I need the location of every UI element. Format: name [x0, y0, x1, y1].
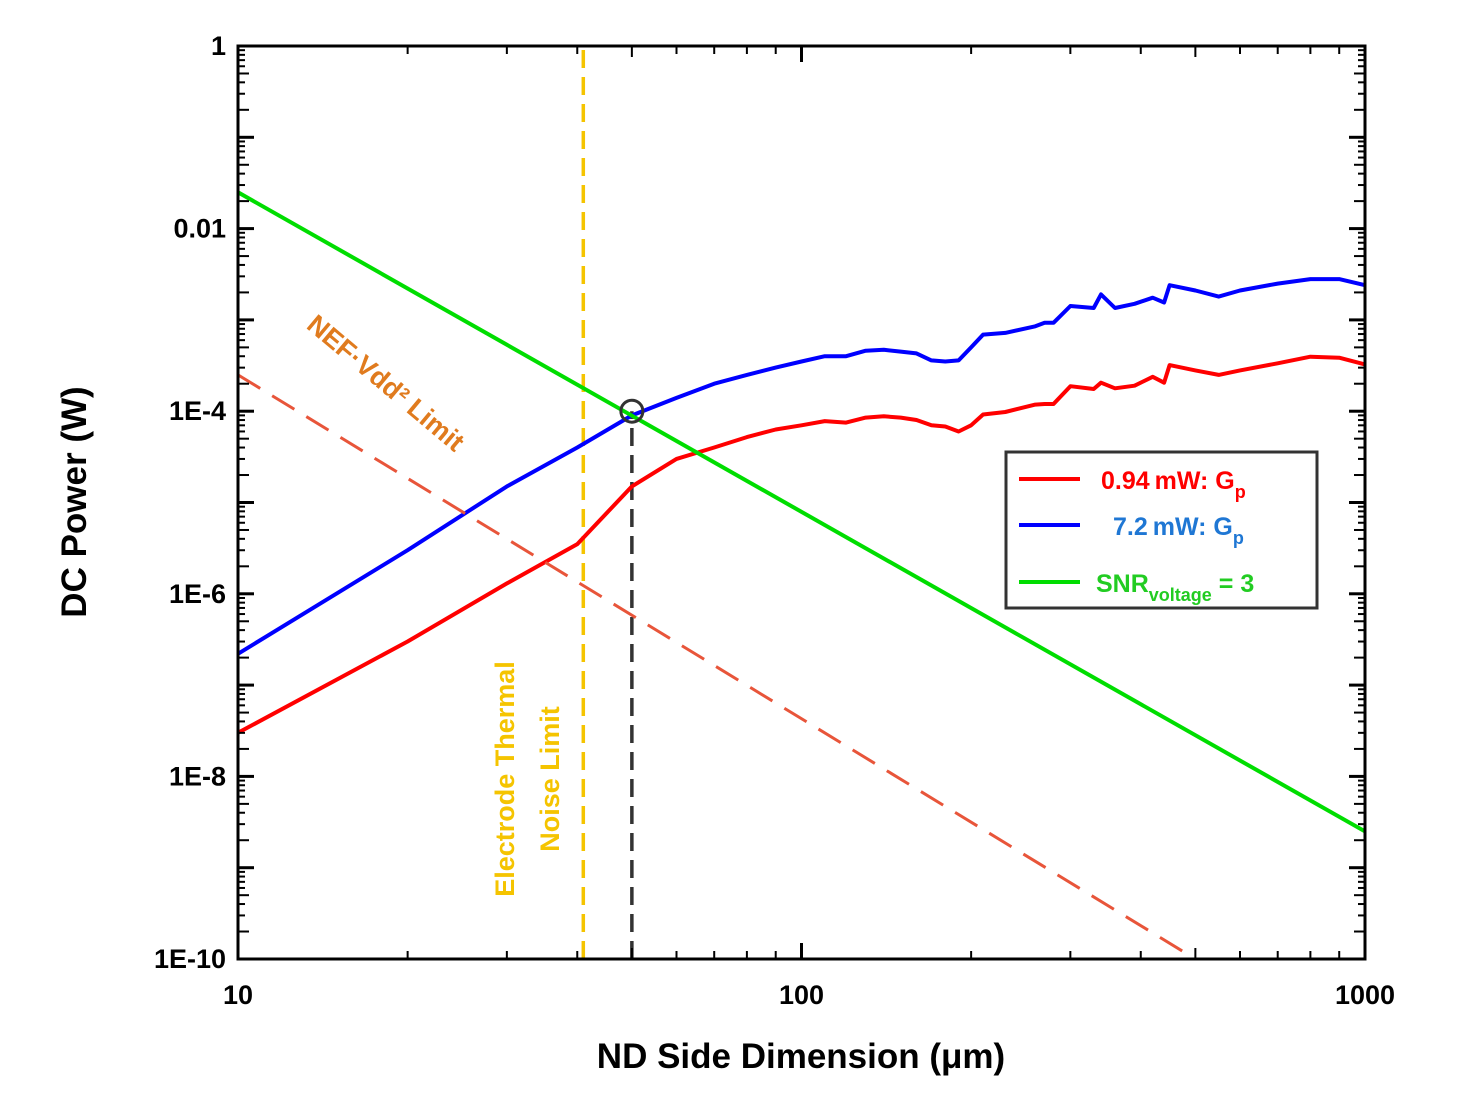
y-tick-label: 1E-4 — [169, 396, 226, 426]
x-axis-title: ND Side Dimension (μm) — [597, 1037, 1005, 1076]
y-tick-label: 1E-10 — [154, 944, 226, 974]
legend-label-1: 7.2 mW: Gp — [1113, 513, 1244, 548]
legend-label-2: SNRvoltage = 3 — [1096, 570, 1254, 605]
nef-limit-dashed-line — [238, 373, 1197, 959]
x-tick-label: 100 — [779, 980, 824, 1010]
legend-label-0: 0.94 mW: Gp — [1101, 467, 1246, 502]
blue-gp-line — [238, 277, 1365, 656]
legend-label-subscript: p — [1235, 482, 1246, 502]
annotation-layer: NEF·Vdd² Limit Electrode Thermal Noise L… — [301, 309, 565, 897]
red-gp-line — [238, 354, 1365, 735]
legend-label-main: 0.94 mW: G — [1101, 467, 1235, 495]
nef-limit-annotation: NEF·Vdd² Limit — [301, 309, 470, 457]
y-tick-label: 1E-8 — [169, 761, 226, 791]
intersection-marker — [619, 398, 645, 424]
y-axis-title: DC Power (W) — [55, 386, 94, 617]
y-tick-label: 1E-6 — [169, 579, 226, 609]
green-snr-line — [238, 190, 1365, 834]
electrode-noise-annotation-line1: Electrode Thermal — [490, 661, 520, 897]
y-tick-label: 0.01 — [173, 214, 226, 244]
tick-layer: 1 0.01 1E-4 1E-6 1E-8 1E-10 10 100 1000 — [154, 31, 1395, 1010]
x-tick-label: 10 — [223, 980, 253, 1010]
legend-label-subscript: voltage — [1149, 585, 1212, 605]
legend-label-main: SNR — [1096, 570, 1149, 598]
series-layer — [238, 46, 1365, 959]
x-tick-label: 1000 — [1335, 980, 1395, 1010]
legend-label-subscript: p — [1233, 528, 1244, 548]
legend-label-main: 7.2 mW: G — [1113, 513, 1233, 541]
y-tick-label: 1 — [211, 31, 226, 61]
legend-label-tail: = 3 — [1212, 570, 1254, 598]
electrode-noise-annotation-line2: Noise Limit — [535, 706, 565, 852]
